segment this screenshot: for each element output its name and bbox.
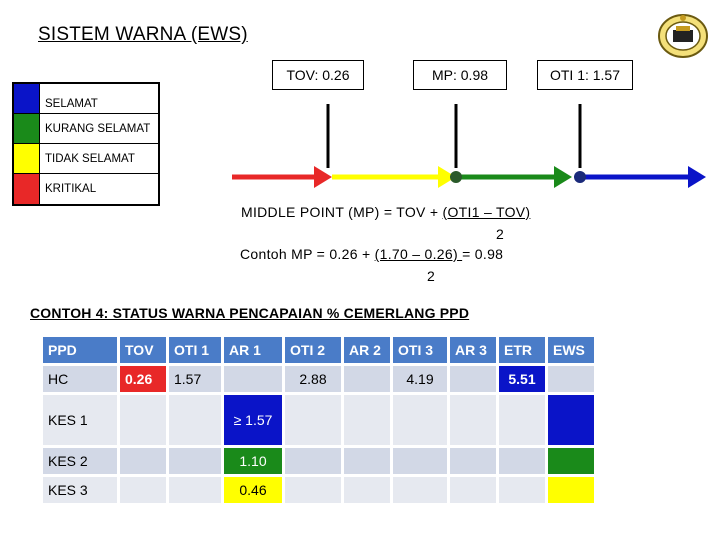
kes1-ar1-cell: ≥ 1.57 bbox=[224, 395, 282, 445]
col-header-tov: TOV bbox=[120, 337, 166, 363]
mp-point bbox=[450, 171, 462, 183]
formula-line-2: Contoh MP = 0.26 + (1.70 – 0.26) = 0.98 bbox=[240, 246, 503, 262]
col-header-oti1: OTI 1 bbox=[169, 337, 221, 363]
hc-oti2-cell: 2.88 bbox=[285, 366, 341, 392]
hc-ar3-cell bbox=[450, 366, 496, 392]
kes3-ews-cell bbox=[548, 477, 594, 503]
hc-ar1-cell bbox=[224, 366, 282, 392]
blue-arrowhead bbox=[688, 166, 706, 188]
example-numerator: (1.70 – 0.26) bbox=[374, 246, 463, 262]
section-subtitle: CONTOH 4: STATUS WARNA PENCAPAIAN % CEME… bbox=[30, 305, 470, 321]
row-label: KES 3 bbox=[43, 477, 117, 503]
example-prefix: Contoh MP = 0.26 + bbox=[240, 246, 375, 262]
col-header-ews: EWS bbox=[548, 337, 594, 363]
hc-tov-cell: 0.26 bbox=[120, 366, 166, 392]
table-row-kes3: KES 3 0.46 bbox=[43, 477, 594, 503]
col-header-ar2: AR 2 bbox=[344, 337, 390, 363]
formula-numerator: (OTI1 – TOV) bbox=[442, 204, 531, 220]
legend-row-selamat: SELAMAT bbox=[14, 84, 158, 114]
formula-prefix: MIDDLE POINT (MP) = TOV + bbox=[241, 204, 443, 220]
table-header-row: PPD TOV OTI 1 AR 1 OTI 2 AR 2 OTI 3 AR 3… bbox=[43, 337, 594, 363]
hc-oti3-cell: 4.19 bbox=[393, 366, 447, 392]
col-header-oti3: OTI 3 bbox=[393, 337, 447, 363]
hc-ar2-cell bbox=[344, 366, 390, 392]
formula-line-1: MIDDLE POINT (MP) = TOV + (OTI1 – TOV) bbox=[241, 204, 530, 220]
hc-etr-cell: 5.51 bbox=[499, 366, 545, 392]
red-swatch bbox=[14, 174, 40, 204]
legend-row-kurang-selamat: KURANG SELAMAT bbox=[14, 114, 158, 144]
color-legend: SELAMAT KURANG SELAMAT TIDAK SELAMAT KRI… bbox=[12, 82, 160, 206]
blue-swatch bbox=[14, 84, 40, 113]
table-row-hc: HC 0.26 1.57 2.88 4.19 5.51 bbox=[43, 366, 594, 392]
mp-marker-label: MP: 0.98 bbox=[413, 60, 507, 90]
oti1-marker-label: OTI 1: 1.57 bbox=[537, 60, 633, 90]
red-arrowhead bbox=[314, 166, 332, 188]
col-header-ar1: AR 1 bbox=[224, 337, 282, 363]
example-result: = 0.98 bbox=[462, 246, 504, 262]
kes2-ar1-cell: 1.10 bbox=[224, 448, 282, 474]
col-header-etr: ETR bbox=[499, 337, 545, 363]
formula-denominator-2: 2 bbox=[427, 268, 436, 284]
green-arrowhead bbox=[554, 166, 572, 188]
legend-row-tidak-selamat: TIDAK SELAMAT bbox=[14, 144, 158, 174]
table-row-kes1: KES 1 ≥ 1.57 bbox=[43, 395, 594, 445]
legend-label: KRITIKAL bbox=[45, 183, 97, 195]
hc-oti1-cell: 1.57 bbox=[169, 366, 221, 392]
tov-marker-label: TOV: 0.26 bbox=[272, 60, 364, 90]
legend-row-kritikal: KRITIKAL bbox=[14, 174, 158, 204]
page-title: SISTEM WARNA (EWS) bbox=[38, 24, 248, 45]
yellow-swatch bbox=[14, 144, 40, 173]
school-crest-logo bbox=[658, 14, 708, 58]
legend-label: KURANG SELAMAT bbox=[45, 122, 151, 135]
legend-label: TIDAK SELAMAT bbox=[45, 152, 135, 165]
row-label: KES 2 bbox=[43, 448, 117, 474]
yellow-arrowhead bbox=[438, 166, 456, 188]
status-scale-diagram bbox=[232, 104, 706, 188]
ews-status-table: PPD TOV OTI 1 AR 1 OTI 2 AR 2 OTI 3 AR 3… bbox=[40, 334, 597, 506]
legend-label: SELAMAT bbox=[45, 98, 98, 110]
green-swatch bbox=[14, 114, 40, 143]
col-header-ar3: AR 3 bbox=[450, 337, 496, 363]
table-row-kes2: KES 2 1.10 bbox=[43, 448, 594, 474]
kes1-ews-cell bbox=[548, 395, 594, 445]
kes3-ar1-cell: 0.46 bbox=[224, 477, 282, 503]
kes2-ews-cell bbox=[548, 448, 594, 474]
row-label: KES 1 bbox=[43, 395, 117, 445]
oti1-point bbox=[574, 171, 586, 183]
col-header-oti2: OTI 2 bbox=[285, 337, 341, 363]
row-label: HC bbox=[43, 366, 117, 392]
hc-ews-cell bbox=[548, 366, 594, 392]
col-header-ppd: PPD bbox=[43, 337, 117, 363]
formula-denominator-1: 2 bbox=[496, 226, 505, 242]
